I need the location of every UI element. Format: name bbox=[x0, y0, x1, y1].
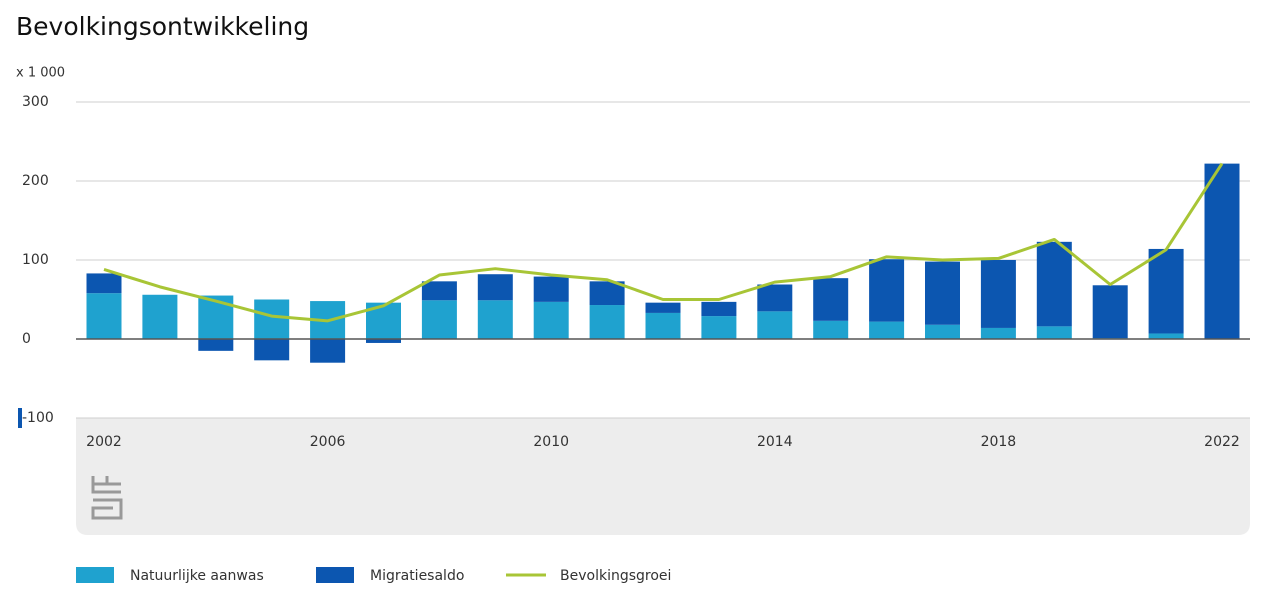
legend-label: Bevolkingsgroei bbox=[560, 568, 671, 584]
bar bbox=[254, 299, 290, 339]
bar bbox=[980, 327, 1016, 339]
bar bbox=[477, 274, 513, 301]
y-tick-label: 300 bbox=[22, 94, 49, 110]
bar bbox=[980, 260, 1016, 328]
line bbox=[103, 162, 1224, 323]
bar bbox=[1092, 285, 1128, 339]
bar bbox=[1204, 163, 1240, 339]
axis-panel bbox=[76, 418, 1250, 535]
bar bbox=[589, 305, 625, 339]
bar bbox=[421, 281, 457, 301]
axis-marker bbox=[18, 408, 22, 428]
bar bbox=[757, 311, 793, 339]
bar bbox=[198, 339, 234, 351]
bar bbox=[645, 302, 681, 313]
y-tick-label: -100 bbox=[22, 410, 54, 426]
x-tick-label: 2022 bbox=[1204, 434, 1240, 450]
bar bbox=[869, 321, 905, 339]
x-tick-label: 2010 bbox=[533, 434, 569, 450]
legend-label: Natuurlijke aanwas bbox=[130, 568, 264, 584]
bar bbox=[86, 293, 122, 339]
bar bbox=[925, 261, 960, 325]
x-tick-label: 2006 bbox=[310, 434, 346, 450]
bar bbox=[701, 316, 737, 339]
y-tick-label: 200 bbox=[22, 173, 49, 189]
bar bbox=[366, 339, 401, 343]
bar bbox=[1148, 248, 1184, 334]
y-tick-label: 100 bbox=[22, 252, 49, 268]
bar bbox=[813, 320, 849, 339]
bar bbox=[701, 301, 737, 317]
bar bbox=[813, 278, 849, 321]
chart-title: Bevolkingsontwikkeling bbox=[16, 12, 309, 41]
bar bbox=[421, 300, 457, 339]
bar bbox=[254, 339, 290, 361]
bar bbox=[1148, 333, 1184, 339]
bar bbox=[925, 324, 960, 339]
x-tick-label: 2014 bbox=[757, 434, 793, 450]
bar bbox=[1036, 241, 1072, 327]
bar bbox=[533, 301, 569, 339]
y-tick-label: 0 bbox=[22, 331, 31, 347]
bar bbox=[757, 284, 793, 312]
logo bbox=[91, 476, 123, 520]
unit-label: x 1 000 bbox=[16, 66, 65, 81]
bar bbox=[533, 276, 569, 302]
bar bbox=[645, 312, 681, 339]
bar bbox=[869, 259, 905, 322]
bar bbox=[477, 300, 513, 339]
bar bbox=[86, 273, 122, 294]
bar bbox=[310, 339, 346, 363]
legend-swatch bbox=[76, 567, 114, 583]
bar bbox=[142, 294, 178, 339]
legend-swatch bbox=[316, 567, 354, 583]
x-tick-label: 2018 bbox=[981, 434, 1017, 450]
bar bbox=[1036, 326, 1072, 339]
x-tick-label: 2002 bbox=[86, 434, 122, 450]
bar bbox=[589, 281, 625, 306]
legend-label: Migratiesaldo bbox=[370, 568, 464, 584]
